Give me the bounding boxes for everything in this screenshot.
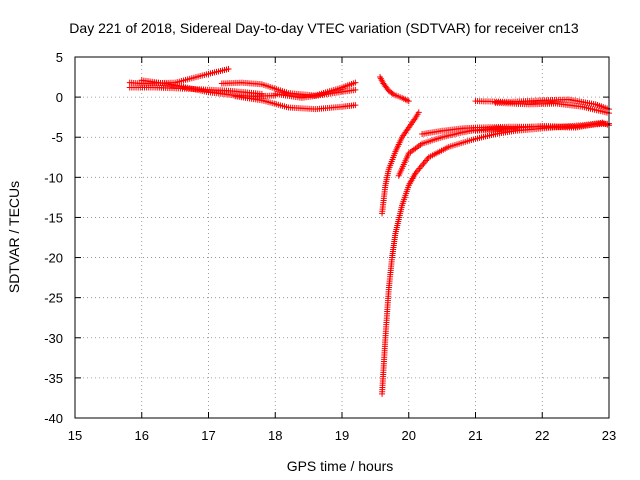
x-tick-label: 16 — [135, 428, 149, 443]
data-point-marker — [352, 86, 359, 93]
x-axis-label: GPS time / hours — [287, 458, 394, 474]
y-tick-label: -40 — [44, 411, 63, 426]
axis-ticks: 15 16 17 18 19 20 21 22 23 5 0 -5 -10 -15 -20 -25 -30 -35… — [44, 50, 616, 443]
x-tick-label: 19 — [335, 428, 349, 443]
data-points — [126, 66, 612, 397]
y-tick-label: -20 — [44, 251, 63, 266]
series-track-12 — [472, 120, 612, 134]
data-point-marker — [405, 98, 412, 105]
chart-title: Day 221 of 2018, Sidereal Day-to-day VTE… — [69, 20, 579, 36]
series-track-4 — [218, 79, 359, 99]
data-point-marker — [225, 66, 232, 73]
data-point-marker — [389, 90, 396, 97]
y-tick-label: -30 — [44, 331, 63, 346]
data-point-marker — [352, 102, 359, 109]
series-track-8 — [379, 109, 422, 217]
y-tick-label: 0 — [56, 90, 63, 105]
y-tick-label: -10 — [44, 170, 63, 185]
data-point-marker — [599, 119, 606, 126]
y-axis-label: SDTVAR / TECUs — [6, 181, 22, 293]
y-tick-label: -15 — [44, 210, 63, 225]
x-tick-label: 23 — [602, 428, 616, 443]
y-tick-label: -5 — [51, 130, 63, 145]
x-tick-label: 21 — [468, 428, 482, 443]
series-track-14 — [492, 99, 612, 117]
y-tick-label: -35 — [44, 371, 63, 386]
series-track-13 — [472, 96, 612, 113]
y-tick-label: -25 — [44, 291, 63, 306]
x-tick-label: 20 — [402, 428, 416, 443]
y-tick-label: 5 — [56, 50, 63, 65]
series-track-6 — [272, 86, 359, 101]
data-point-marker — [415, 109, 422, 116]
x-tick-label: 15 — [68, 428, 82, 443]
series-track-5 — [232, 93, 359, 113]
x-tick-label: 22 — [535, 428, 549, 443]
series-track-2 — [126, 84, 265, 97]
series-track-7 — [377, 74, 412, 105]
x-tick-label: 17 — [201, 428, 215, 443]
x-tick-label: 18 — [268, 428, 282, 443]
data-point-marker — [352, 79, 359, 86]
grid-lines — [75, 57, 609, 418]
series-track-9 — [379, 119, 612, 397]
series-track-3 — [138, 77, 279, 100]
